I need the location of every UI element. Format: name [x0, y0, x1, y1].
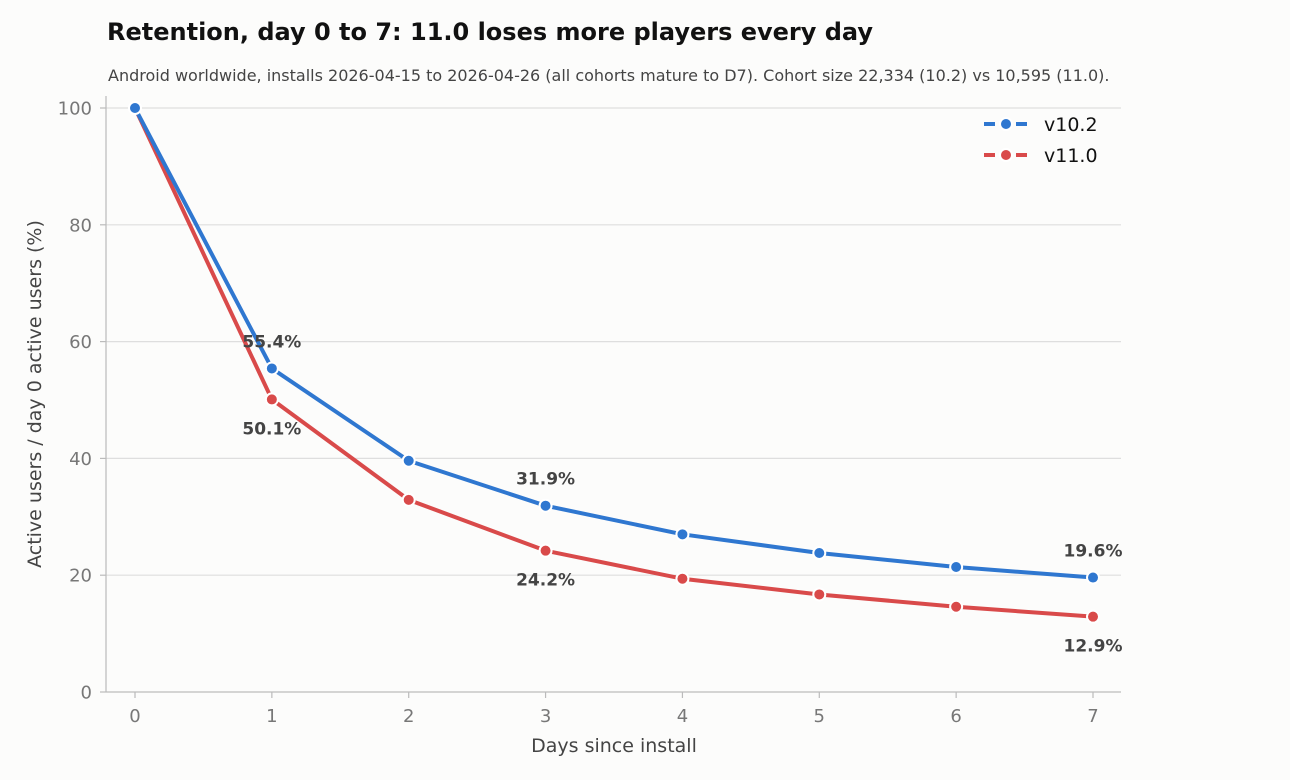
data-label: 24.2% [516, 571, 575, 591]
y-tick-label: 60 [69, 332, 92, 353]
y-tick-label: 0 [81, 683, 92, 704]
legend-item-v11-0: v11.0 [984, 145, 1098, 167]
data-point-v11-0 [675, 571, 690, 586]
data-point-v10-2 [401, 453, 416, 468]
data-point-v10-2 [949, 560, 964, 575]
x-tick-label: 6 [950, 706, 961, 727]
x-tick-label: 1 [266, 706, 277, 727]
data-label: 55.4% [242, 332, 301, 352]
series-v10-2 [128, 101, 1100, 585]
series [128, 101, 1100, 624]
data-label: 19.6% [1064, 542, 1123, 562]
series-line-v11-0 [133, 106, 1095, 619]
legend-swatch-marker [999, 148, 1013, 162]
data-point-v11-0 [949, 599, 964, 614]
legend-swatch-marker [999, 117, 1013, 131]
y-tick-label: 100 [58, 99, 92, 120]
chart-title: Retention, day 0 to 7: 11.0 loses more p… [107, 18, 874, 46]
data-point-v10-2 [675, 527, 690, 542]
data-point-v10-2 [812, 546, 827, 561]
data-label: 12.9% [1064, 637, 1123, 657]
data-point-v10-2 [264, 361, 279, 376]
x-tick-label: 0 [129, 706, 140, 727]
series-v11-0 [128, 101, 1100, 624]
legend-item-v10-2: v10.2 [984, 114, 1098, 136]
chart-subtitle: Android worldwide, installs 2026-04-15 t… [108, 66, 1110, 85]
y-tick-label: 80 [69, 215, 92, 236]
y-tick-label: 40 [69, 449, 92, 470]
axes [100, 96, 1121, 698]
data-point-v11-0 [1086, 609, 1100, 624]
legend-label: v10.2 [1044, 114, 1098, 136]
y-tick-label: 20 [69, 566, 92, 587]
gridlines [106, 107, 1121, 576]
series-line-v10-2 [133, 106, 1095, 580]
legend: v10.2 v11.0 [984, 114, 1098, 167]
x-axis-title: Days since install [531, 735, 697, 757]
tick-labels: 0 20 40 60 80 100 0 1 2 3 4 5 6 7 [58, 99, 1099, 728]
data-label: 31.9% [516, 470, 575, 490]
x-tick-label: 5 [814, 706, 825, 727]
data-point-v10-2 [538, 498, 553, 513]
y-axis-title: Active users / day 0 active users (%) [24, 220, 46, 568]
x-tick-label: 3 [540, 706, 551, 727]
data-point-v11-0 [812, 587, 827, 602]
x-tick-label: 4 [677, 706, 688, 727]
data-point-v10-2 [1086, 570, 1100, 585]
data-point-v11-0 [264, 392, 279, 407]
data-point-v11-0 [538, 543, 553, 558]
x-tick-label: 7 [1087, 706, 1098, 727]
data-labels: 55.4% 31.9% 19.6% 50.1% 24.2% 12.9% [242, 332, 1122, 656]
data-label: 50.1% [242, 419, 301, 439]
data-point-v11-0 [401, 492, 416, 507]
legend-label: v11.0 [1044, 145, 1098, 167]
x-tick-label: 2 [403, 706, 414, 727]
data-point-v10-2 [128, 101, 142, 115]
